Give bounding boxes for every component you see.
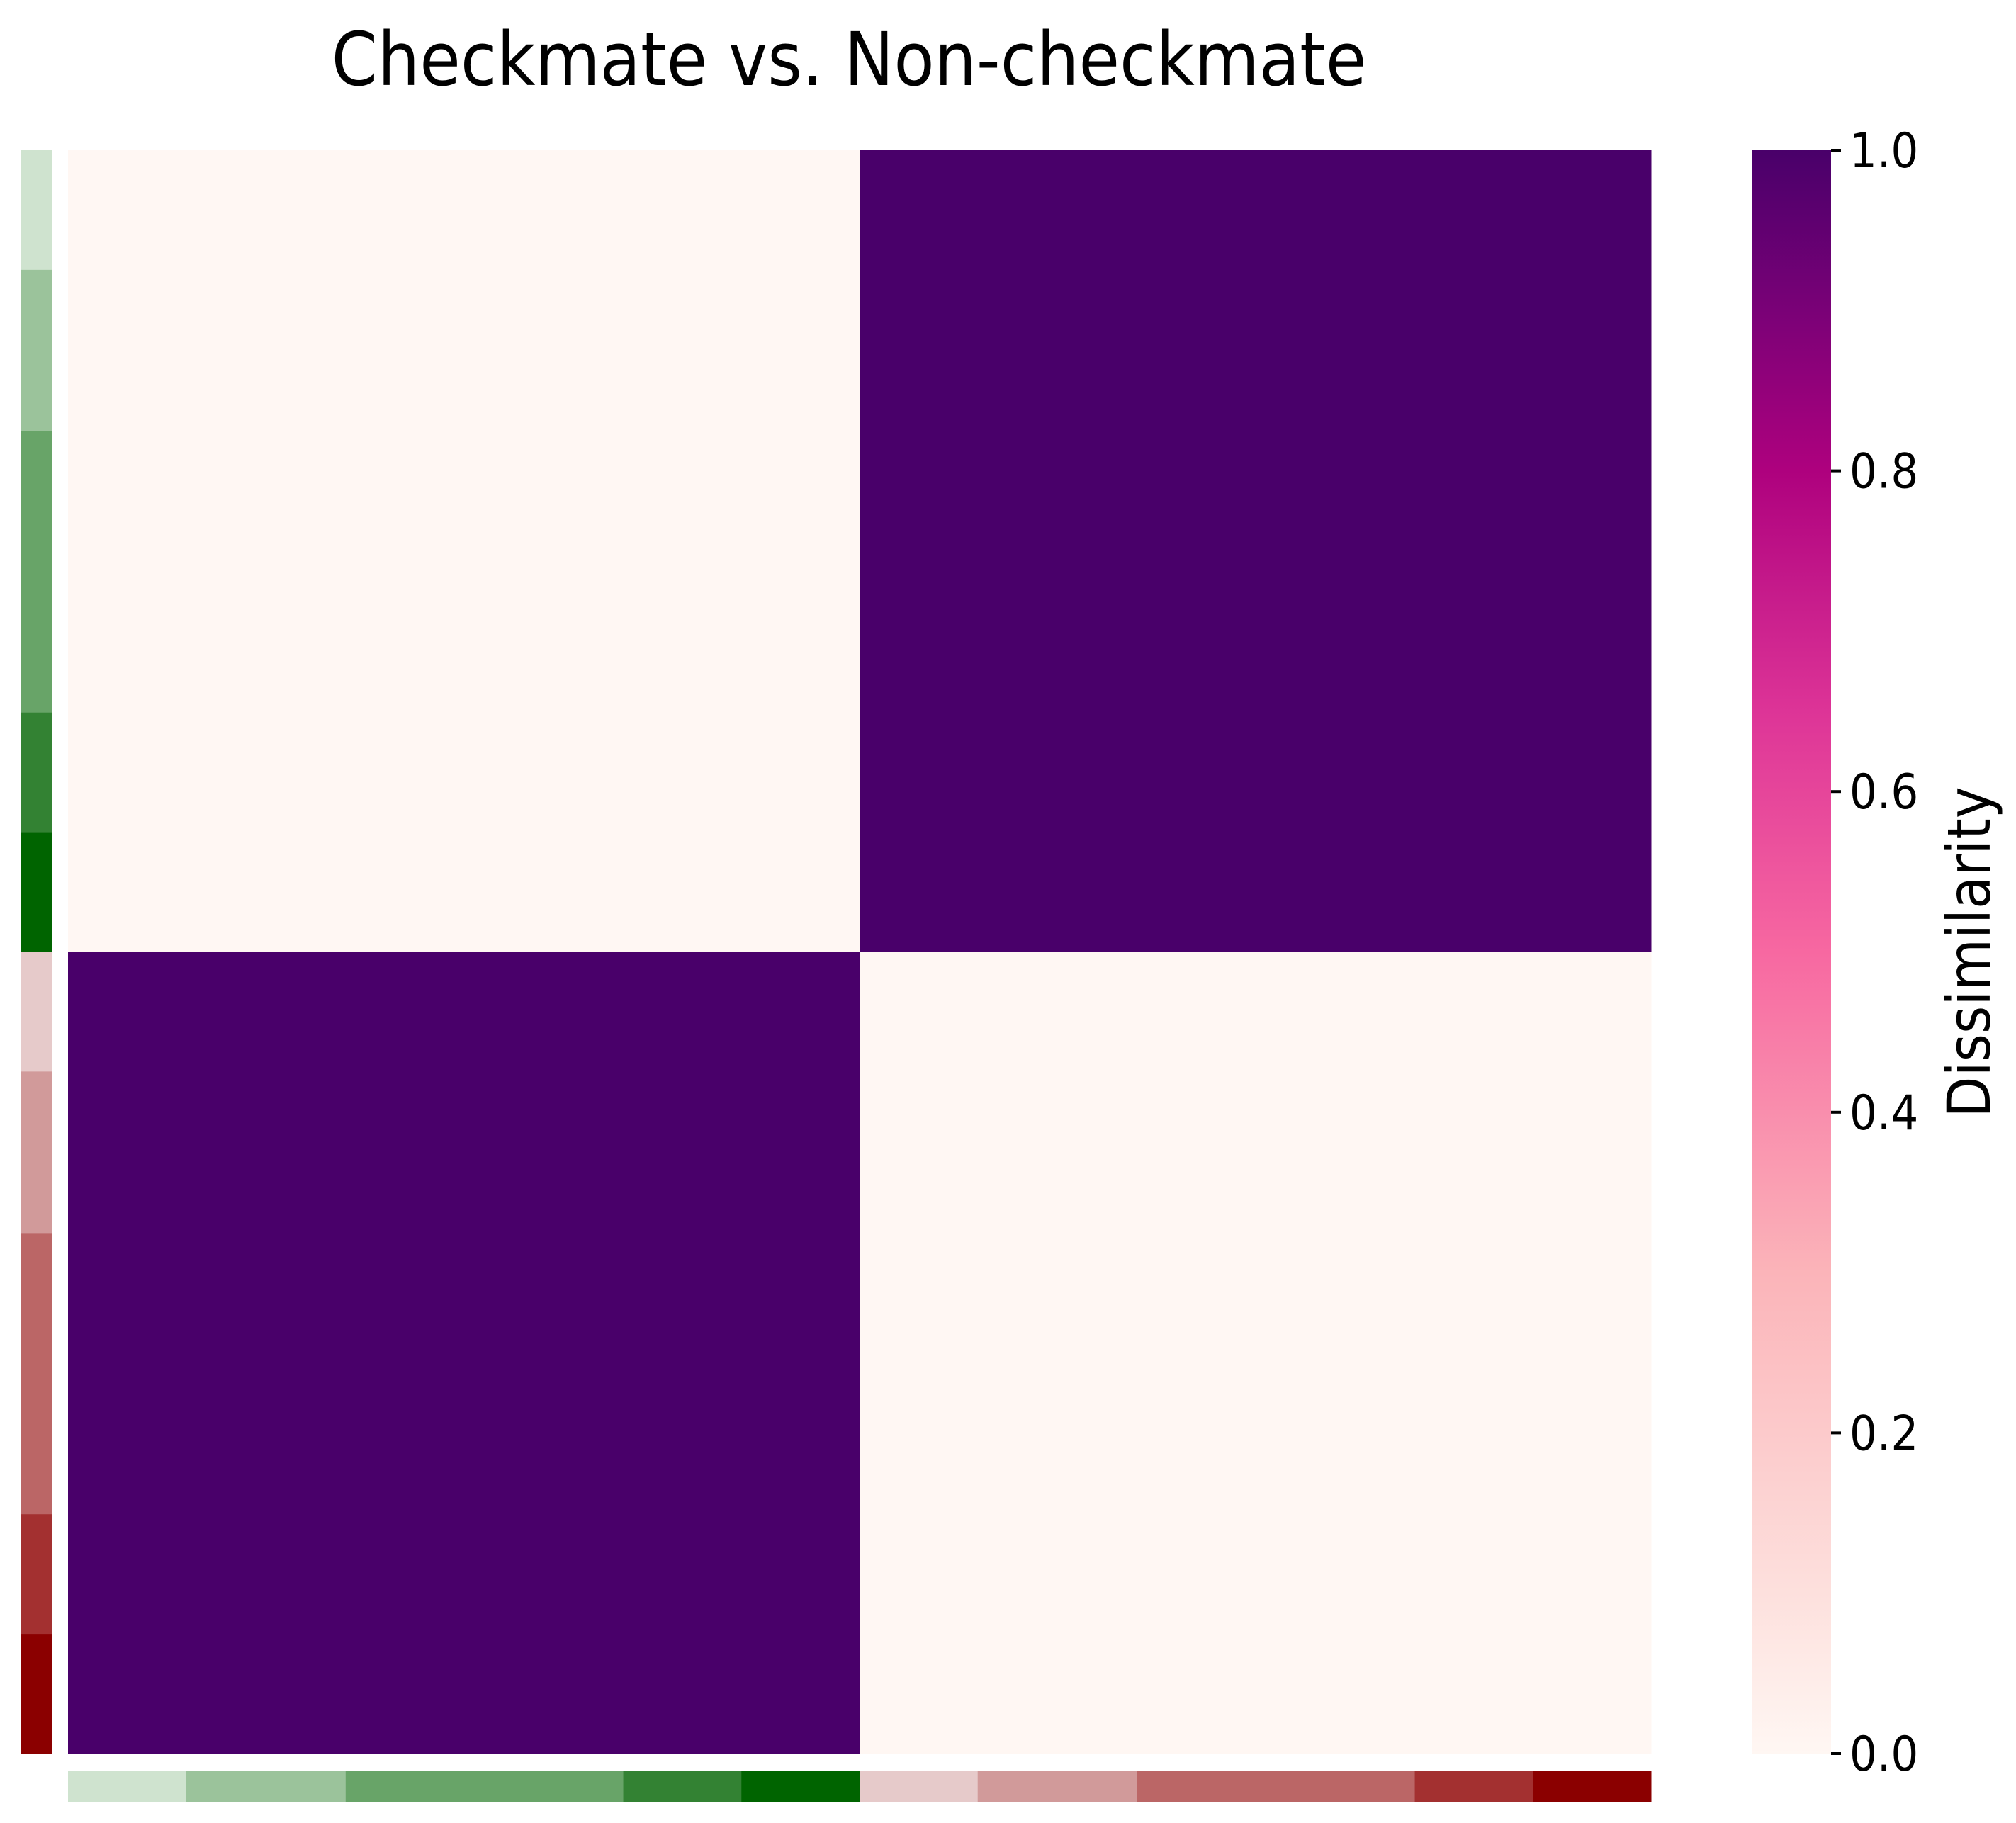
row-annotation-segment	[21, 952, 52, 1072]
column-annotation-segment	[1137, 1771, 1416, 1802]
column-annotation-segment	[1414, 1771, 1533, 1802]
row-annotation-segment	[21, 1514, 52, 1635]
column-annotation-bar	[68, 1771, 1652, 1802]
colorbar-tick-label: 0.4	[1849, 1085, 1918, 1141]
heatmap-cells	[68, 150, 1652, 1754]
colorbar-gradient	[1752, 150, 1831, 1754]
row-annotation-segment	[21, 712, 52, 833]
column-annotation-segment	[741, 1771, 860, 1802]
row-annotation-segment	[21, 1233, 52, 1515]
column-annotation-segment	[977, 1771, 1138, 1802]
colorbar-tick-label: 0.0	[1849, 1727, 1918, 1783]
row-annotation-segment	[21, 1071, 52, 1234]
colorbar-label: Dissimilarity	[1935, 786, 2004, 1117]
chart-title: Checkmate vs. Non-checkmate	[332, 16, 1367, 103]
row-annotation-segment	[21, 269, 52, 432]
heatmap-cell	[68, 952, 860, 1754]
heatmap-cell	[860, 150, 1652, 952]
row-annotation-bar	[21, 150, 52, 1754]
column-annotation-segment	[1533, 1771, 1652, 1802]
colorbar-tick-label: 0.6	[1849, 764, 1918, 820]
column-annotation-segment	[623, 1771, 742, 1802]
row-annotation-segment	[21, 832, 52, 952]
colorbar-tick-label: 1.0	[1849, 123, 1918, 179]
column-annotation-segment	[345, 1771, 624, 1802]
heatmap-cell	[68, 150, 860, 952]
colorbar-tick-label: 0.8	[1849, 444, 1918, 500]
column-annotation-segment	[68, 1771, 187, 1802]
row-annotation-segment	[21, 150, 52, 271]
colorbar-tick-label: 0.2	[1849, 1406, 1918, 1462]
colorbar: 0.0 0.2 0.4 0.6 0.8 1.0 Dissimilarity	[1752, 123, 2004, 1783]
column-annotation-segment	[860, 1771, 979, 1802]
column-annotation-segment	[186, 1771, 347, 1802]
row-annotation-segment	[21, 431, 52, 713]
colorbar-ticks: 0.0 0.2 0.4 0.6 0.8 1.0	[1831, 123, 1918, 1783]
row-annotation-segment	[21, 1634, 52, 1754]
heatmap-cell	[860, 952, 1652, 1754]
